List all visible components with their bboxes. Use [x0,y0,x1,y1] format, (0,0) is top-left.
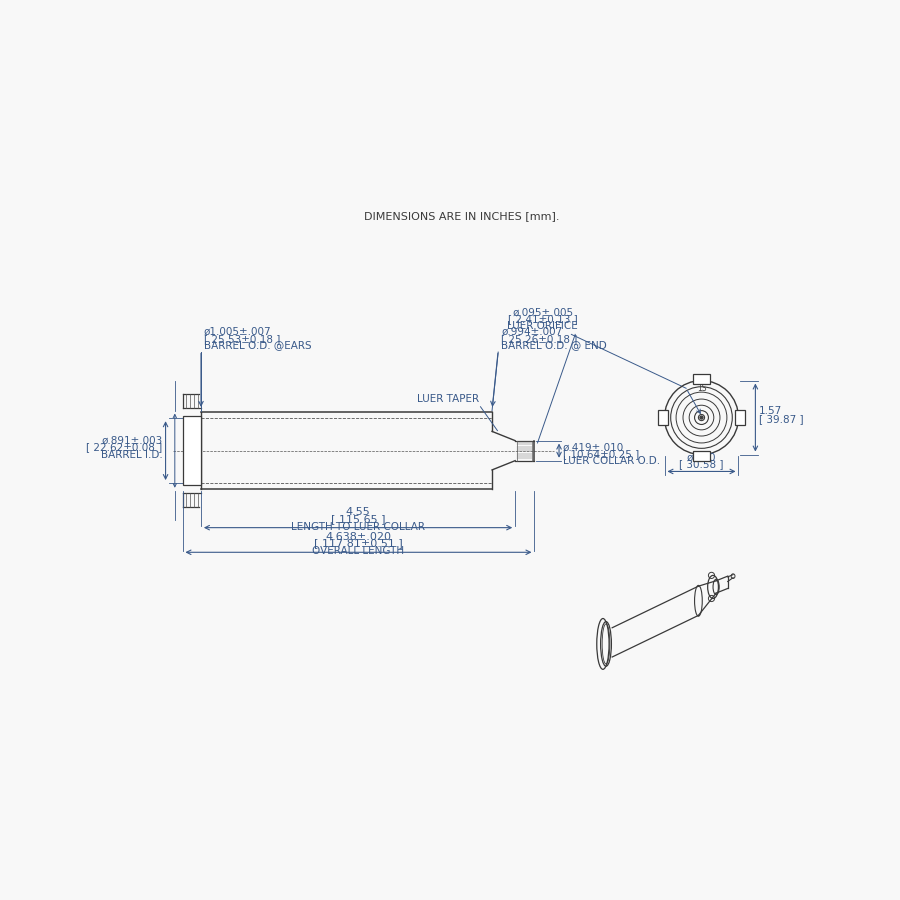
FancyBboxPatch shape [659,410,668,425]
Text: [ 25.26±0.18 ]: [ 25.26±0.18 ] [501,334,578,344]
Text: LENGTH TO LUER COLLAR: LENGTH TO LUER COLLAR [291,521,425,532]
FancyBboxPatch shape [693,452,710,461]
Text: [ 117.81±0.51 ]: [ 117.81±0.51 ] [314,538,403,548]
Text: ø1.20: ø1.20 [687,452,716,463]
Bar [183,416,201,485]
FancyBboxPatch shape [693,374,710,383]
Text: BARREL O.D. @EARS: BARREL O.D. @EARS [204,340,311,351]
Text: [ 22.62±0.08 ]: [ 22.62±0.08 ] [86,443,163,453]
FancyBboxPatch shape [735,410,744,425]
Text: [ 115.65 ]: [ 115.65 ] [331,514,385,524]
Text: LUER ORIFICE: LUER ORIFICE [508,321,578,331]
Text: LUER COLLAR O.D.: LUER COLLAR O.D. [562,456,660,466]
Text: BARREL I.D.: BARREL I.D. [101,449,163,460]
Text: [ 2.41±0.13 ]: [ 2.41±0.13 ] [508,314,578,324]
Text: ø.419±.010: ø.419±.010 [562,443,624,453]
Text: ø.994±.007: ø.994±.007 [501,327,562,337]
Text: 4.55: 4.55 [346,507,371,517]
Text: 4.638±.020: 4.638±.020 [326,532,392,542]
Text: [ 10.64±0.25 ]: [ 10.64±0.25 ] [562,449,639,460]
Text: BARREL O.D. @ END: BARREL O.D. @ END [501,340,607,351]
Circle shape [700,417,702,419]
Text: ø.095±.005: ø.095±.005 [512,308,573,318]
Text: 1S: 1S [697,383,706,392]
Text: [ 25.53±0.18 ]: [ 25.53±0.18 ] [204,334,281,344]
Text: [ 30.58 ]: [ 30.58 ] [680,459,724,469]
Text: LUER TAPER: LUER TAPER [417,394,479,404]
Text: 1.57: 1.57 [760,407,782,417]
Text: ø1.005±.007: ø1.005±.007 [204,327,272,337]
Text: ø.891±.003: ø.891±.003 [101,436,163,446]
Text: DIMENSIONS ARE IN INCHES [mm].: DIMENSIONS ARE IN INCHES [mm]. [364,211,559,220]
Text: [ 39.87 ]: [ 39.87 ] [760,414,804,424]
Text: OVERALL LENGTH: OVERALL LENGTH [312,546,404,556]
